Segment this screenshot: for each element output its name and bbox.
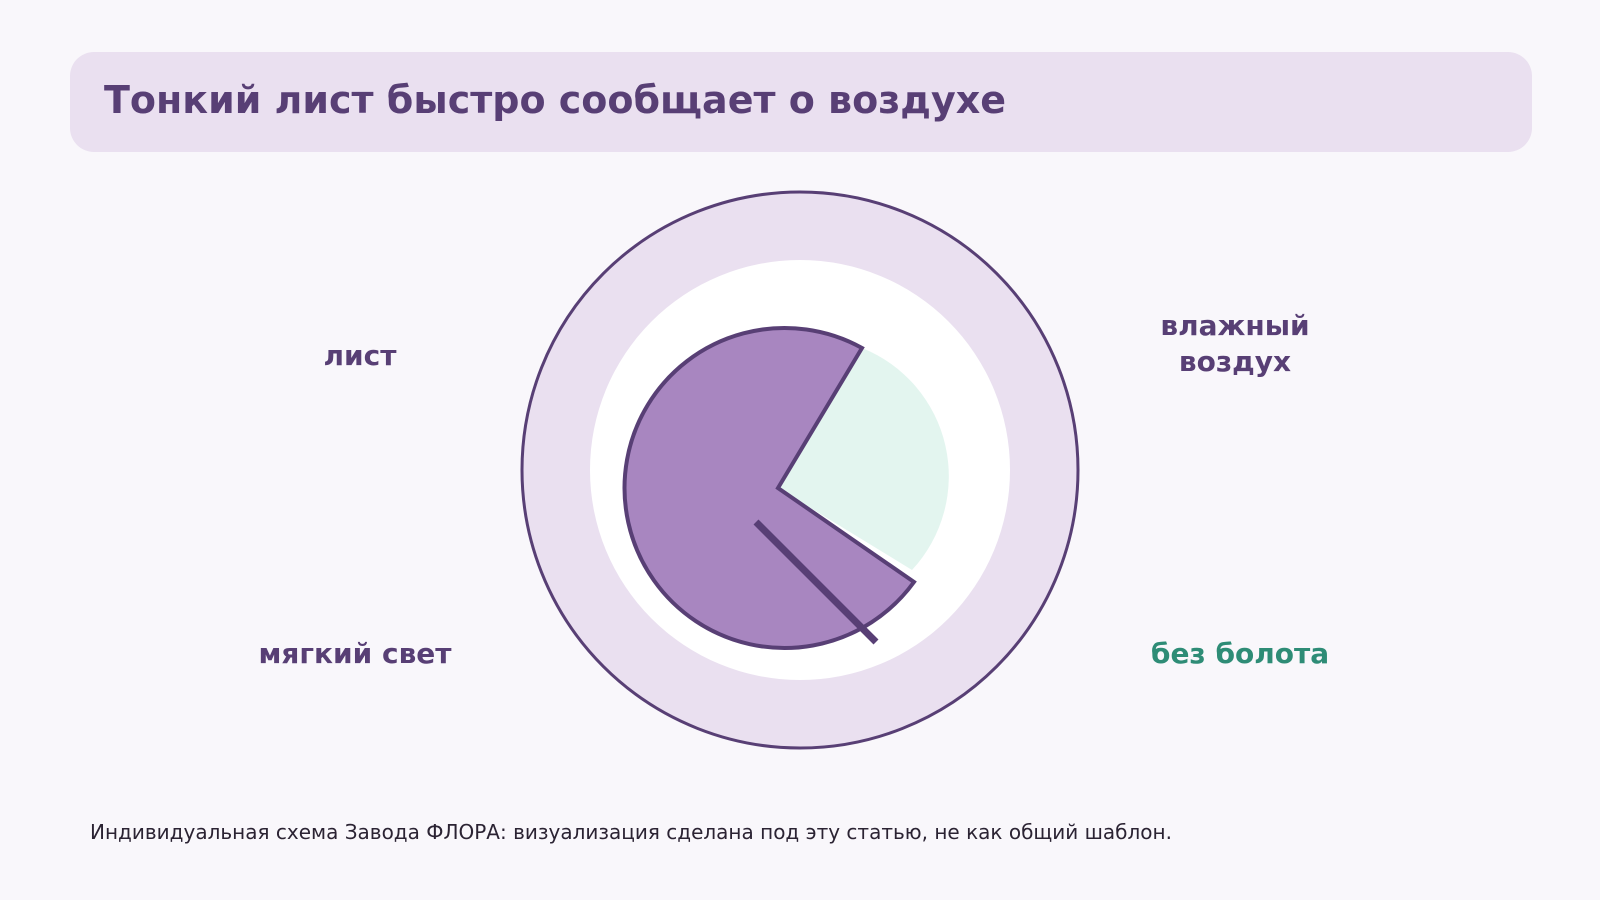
- label-humid-air-line-2: воздух: [1178, 345, 1292, 378]
- humid-air-sector: [778, 348, 949, 570]
- label-humid-air-line-1: влажный: [1160, 309, 1310, 342]
- leaf-stem-line: [753, 519, 879, 645]
- label-soft-light: мягкий свет: [258, 637, 452, 670]
- caption: Индивидуальная схема Завода ФЛОРА: визуа…: [90, 820, 1172, 844]
- label-leaf: лист: [323, 339, 397, 372]
- label-humid-air: влажный воздух: [1130, 308, 1340, 380]
- label-no-swamp: без болота: [1150, 637, 1330, 670]
- leaf-sector-icon: [622, 326, 917, 650]
- title-band: Тонкий лист быстро сообщает о воздухе: [70, 52, 1532, 152]
- page-title: Тонкий лист быстро сообщает о воздухе: [104, 78, 1007, 122]
